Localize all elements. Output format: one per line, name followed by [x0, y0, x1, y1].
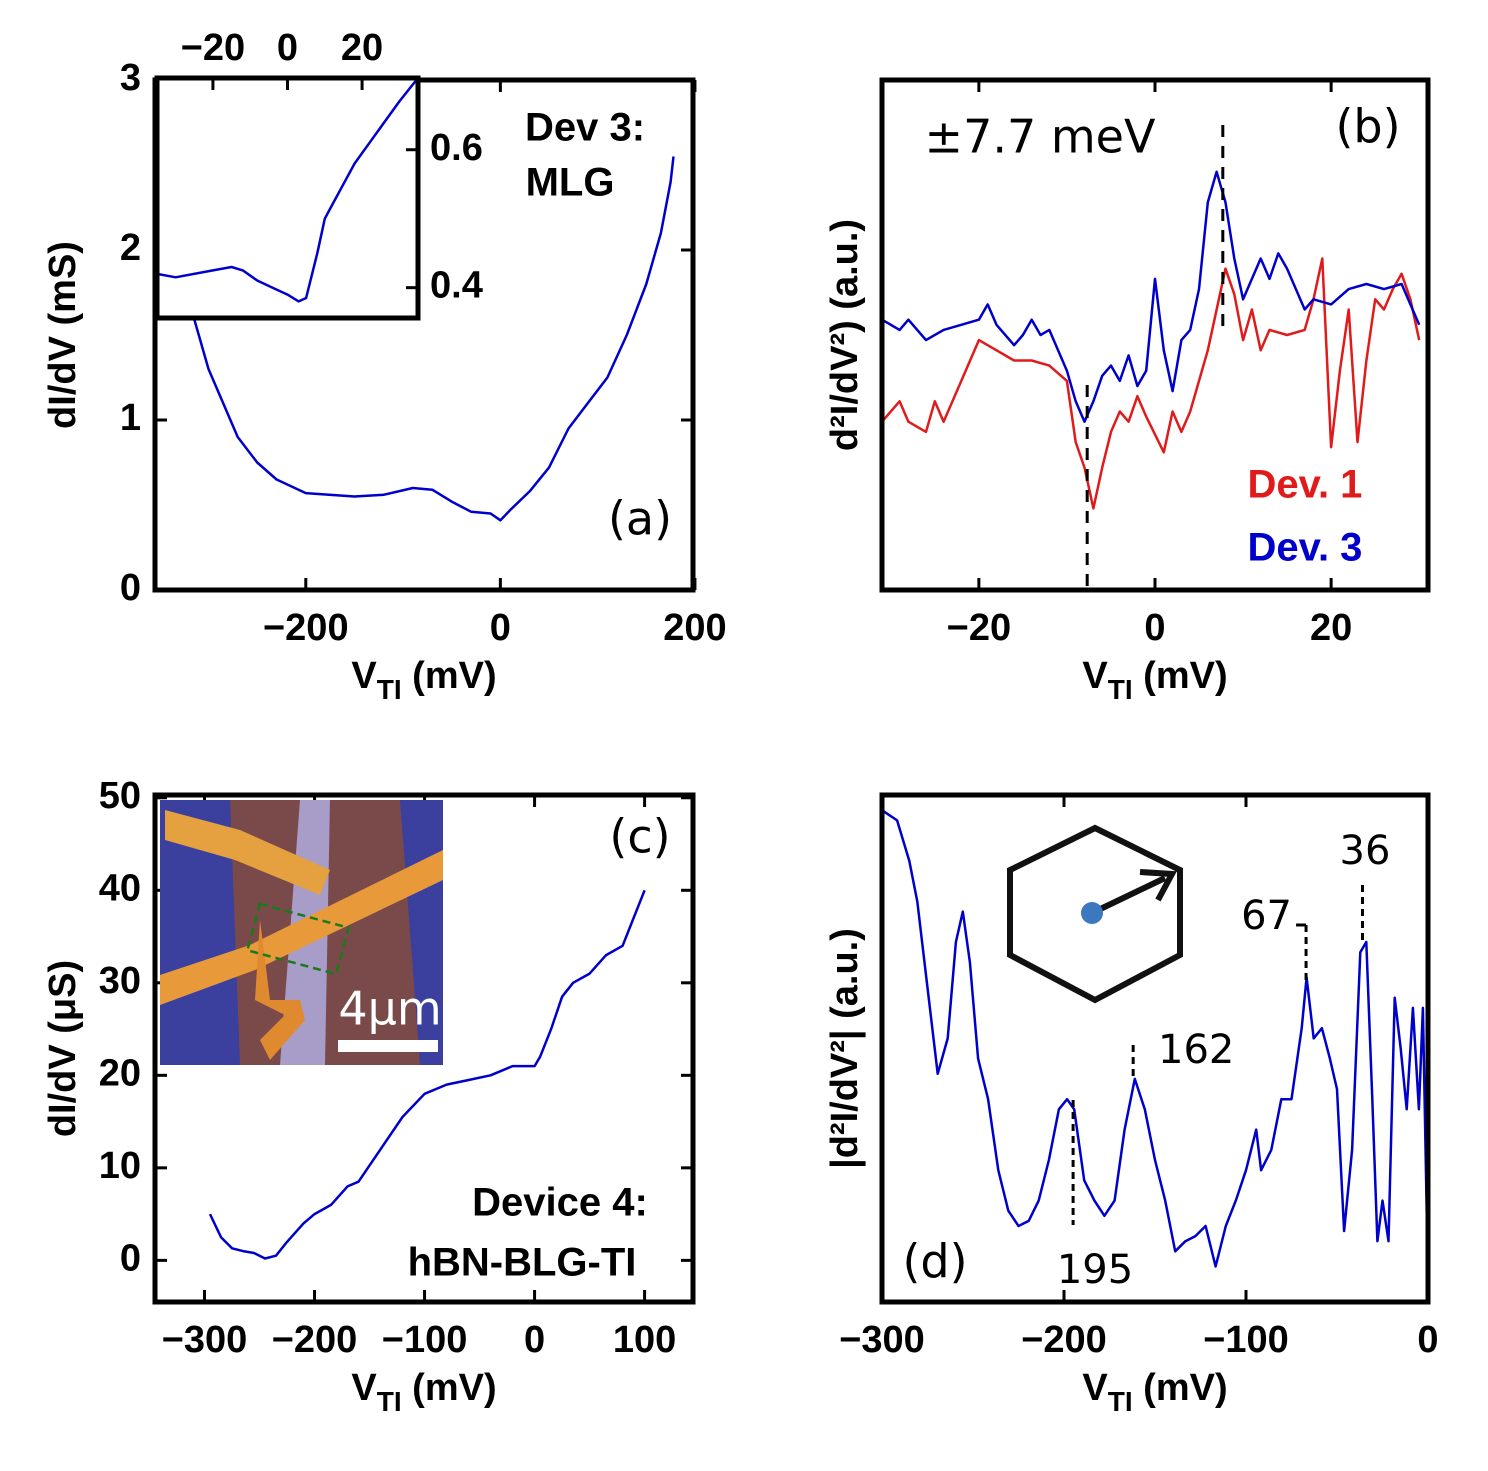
peak-label: 162	[1158, 1027, 1234, 1073]
y-tick-label: 0	[120, 1237, 141, 1279]
x-tick-label: 0	[277, 27, 298, 69]
y-axis-label: dI/dV (mS)	[42, 241, 84, 429]
x-label-unit: (mV)	[402, 655, 497, 697]
x-axis-label: VTI (mV)	[351, 1367, 496, 1417]
x-axis-label: VTI (mV)	[1082, 655, 1227, 705]
y-axis-label: |d²I/dV²| (a.u.)	[824, 928, 866, 1169]
annotation: Device 4:	[472, 1181, 648, 1225]
annotation: ±7.7 meV	[925, 110, 1156, 164]
x-label-sub: TI	[1108, 674, 1133, 705]
hexagon-inset	[1007, 824, 1183, 1004]
x-label-sub: TI	[377, 674, 402, 705]
x-tick-label: 200	[663, 607, 726, 649]
annotation: (a)	[608, 492, 672, 546]
x-tick-label: 20	[341, 27, 383, 69]
y-tick-label: 0	[120, 567, 141, 609]
y-tick-label: 0.6	[430, 127, 483, 169]
x-tick-label: 0	[524, 1319, 545, 1361]
annotation: (b)	[1335, 100, 1400, 154]
y-axis-label: d²I/dV²) (a.u.)	[824, 219, 866, 451]
data-line	[208, 889, 646, 1260]
annotation: hBN-BLG-TI	[408, 1241, 637, 1285]
annotation: (d)	[902, 1235, 967, 1289]
y-tick-label: 40	[99, 867, 141, 909]
y-tick-label: 50	[99, 775, 141, 817]
x-tick-label: −100	[1203, 1319, 1289, 1361]
peak-label: 67	[1241, 893, 1292, 939]
y-tick-label: 30	[99, 960, 141, 1002]
axes-frame	[152, 77, 696, 593]
data-line	[882, 809, 1428, 1282]
y-tick-label: 1	[120, 397, 141, 439]
peak-label: 36	[1340, 828, 1391, 874]
x-label-sub: TI	[1108, 1386, 1133, 1417]
x-tick-label: −200	[272, 1319, 358, 1361]
data-line	[157, 78, 418, 303]
panel: −20 0 20 VTI (mV) d²I/dV²) (a.u.) ±7.7 meV (b)…	[824, 77, 1431, 705]
panel: −300 −200 −100 0 VTI (mV) |d²I/dV²| (a.u.) (d)…	[824, 792, 1439, 1417]
data-line	[882, 170, 1421, 423]
x-label-main: V	[1082, 1367, 1108, 1409]
x-label-main: V	[1082, 655, 1108, 697]
x-label-main: V	[351, 655, 377, 697]
x-label-sub: TI	[377, 1386, 402, 1417]
x-tick-label: −300	[162, 1319, 248, 1361]
x-tick-label: −20	[181, 27, 245, 69]
x-tick-label: −100	[382, 1319, 468, 1361]
inset-photo	[160, 800, 443, 1065]
annotation: MLG	[526, 161, 615, 205]
y-tick-label: 20	[99, 1052, 141, 1094]
legend-entry: Dev. 3	[1248, 526, 1363, 570]
peak-label: 195	[1057, 1247, 1133, 1293]
y-axis-label: dI/dV (μS)	[42, 960, 84, 1137]
x-tick-label: −200	[1021, 1319, 1107, 1361]
axes-frame	[879, 792, 1431, 1305]
x-tick-label: −300	[839, 1319, 925, 1361]
x-tick-label: 0	[1144, 607, 1165, 649]
annotation: 4μm	[338, 982, 441, 1036]
y-tick-label: 0.4	[430, 265, 483, 307]
x-tick-label: −20	[947, 607, 1011, 649]
y-tick-label: 2	[120, 227, 141, 269]
x-axis-label: VTI (mV)	[351, 655, 496, 705]
x-label-main: V	[351, 1367, 377, 1409]
panel: −300 −200 −100 0 100 0 10 20 30 40 50 VTI (mV) dI/dV…	[42, 775, 696, 1417]
x-tick-label: 100	[613, 1319, 676, 1361]
x-tick-label: −200	[263, 607, 349, 649]
data-line	[192, 156, 675, 522]
annotation: (c)	[609, 810, 670, 864]
x-tick-label: 20	[1310, 607, 1352, 649]
y-tick-label: 3	[120, 57, 141, 99]
annotation: Dev 3:	[525, 106, 645, 150]
y-tick-label: 10	[99, 1145, 141, 1187]
x-tick-label: 0	[1417, 1319, 1438, 1361]
legend-entry: Dev. 1	[1248, 463, 1363, 507]
inset-background	[157, 78, 418, 318]
panel: −200 0 200 0 1 2 3 VTI (mV) dI/dV (mS) Dev 3: MLG (…	[42, 57, 727, 705]
x-label-unit: (mV)	[402, 1367, 497, 1409]
x-label-unit: (mV)	[1133, 655, 1228, 697]
x-tick-label: 0	[490, 607, 511, 649]
panel: −20 0 20 0.4 0.6	[154, 27, 483, 321]
data-line	[882, 257, 1421, 510]
x-label-unit: (mV)	[1133, 1367, 1228, 1409]
x-axis-label: VTI (mV)	[1082, 1367, 1227, 1417]
